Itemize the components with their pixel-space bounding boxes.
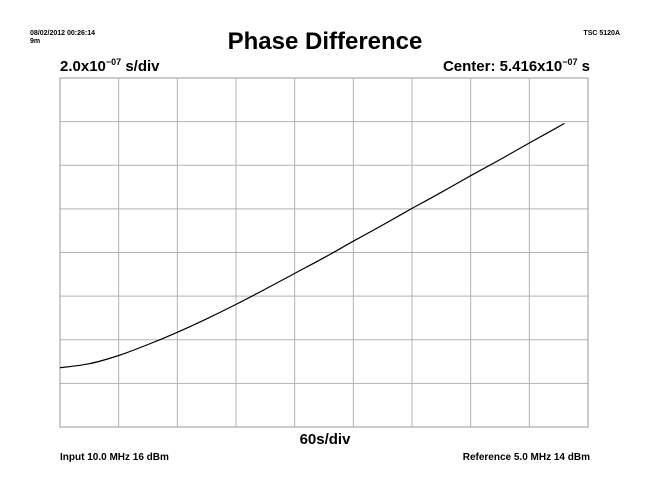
instrument-model: TSC 5120A — [583, 30, 620, 37]
plot-frame — [59, 77, 589, 428]
y-scale-label: 2.0x10−07 s/div — [60, 57, 160, 76]
center-label: Center: 5.416x10−07 s — [442, 57, 590, 76]
chart-title: Phase Difference — [227, 28, 423, 55]
timestamp: 08/02/2012 00:26:14 — [30, 30, 95, 37]
reference-info: Reference 5.0 MHz 14 dBm — [462, 452, 590, 463]
duration: 9m — [30, 38, 41, 45]
phase-difference-line — [59, 122, 565, 369]
x-axis-label: 60s/div — [299, 431, 351, 448]
input-info: Input 10.0 MHz 16 dBm — [60, 452, 169, 463]
